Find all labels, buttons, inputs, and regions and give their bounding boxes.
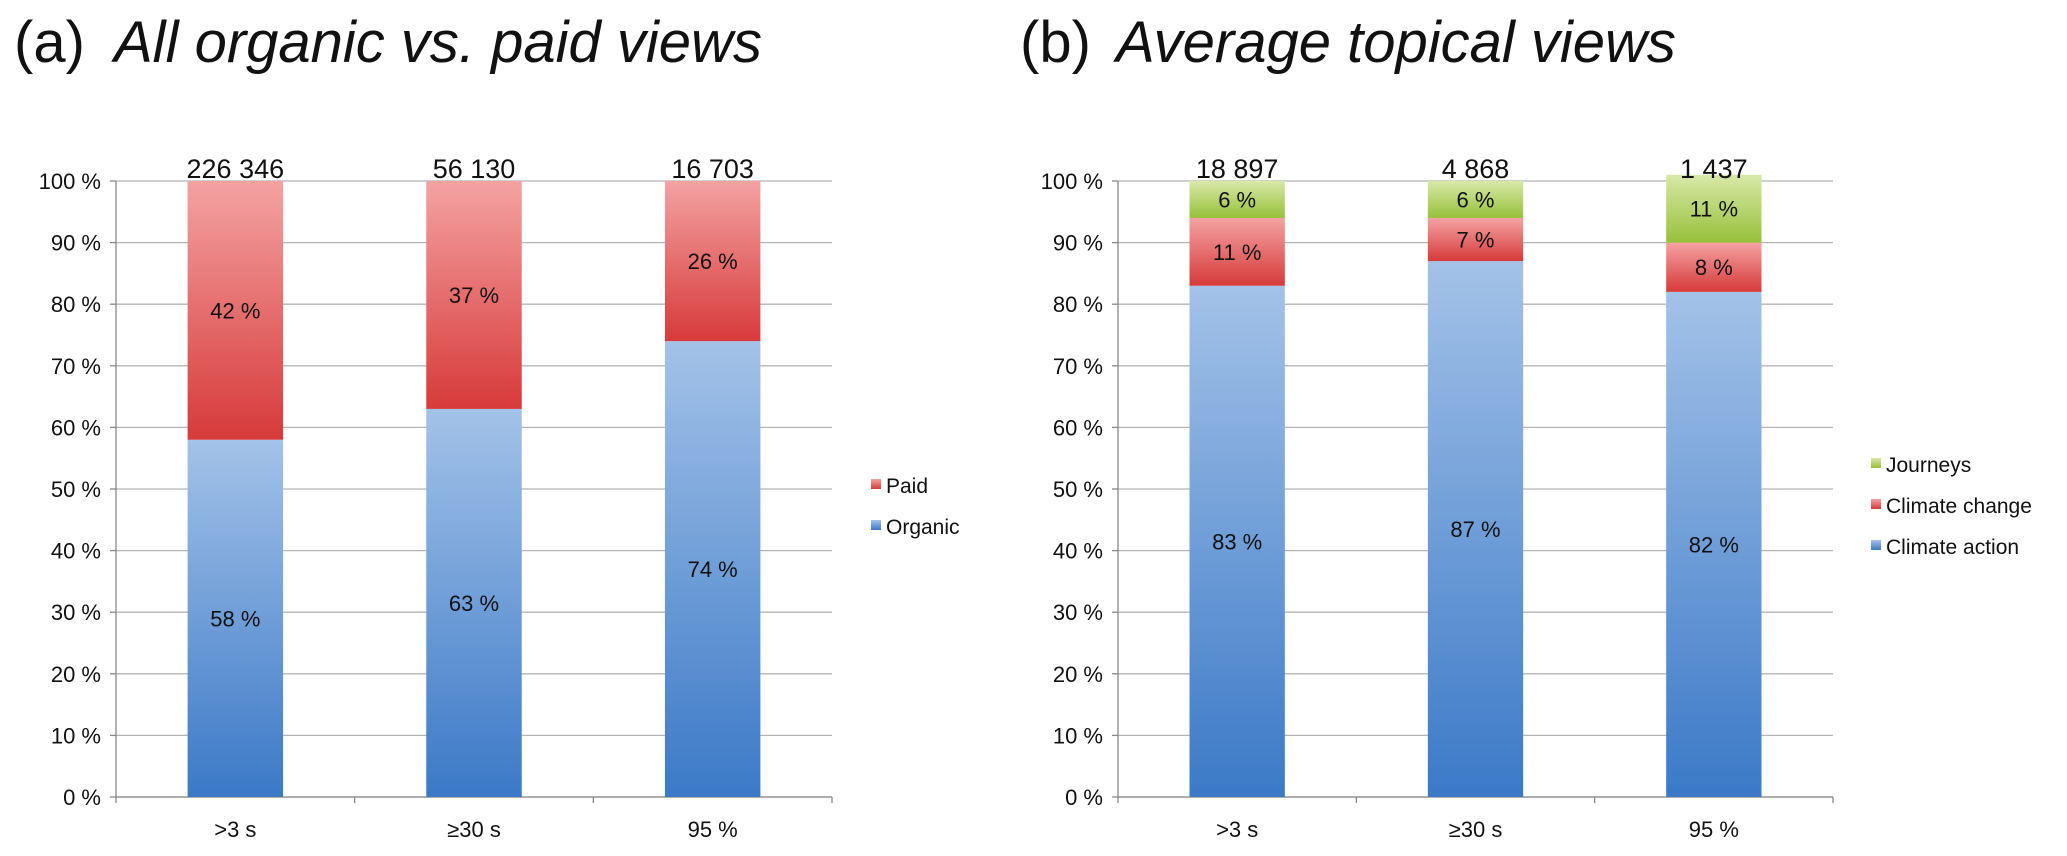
chart-a-data-label: 74 %	[688, 557, 738, 582]
legend-swatch-climate-action	[1871, 540, 1881, 550]
chart-a-xtick-label: >3 s	[214, 817, 256, 842]
chart-b-ytick-label: 0 %	[1065, 785, 1103, 810]
chart-a-total-label: 16 703	[671, 154, 754, 184]
chart-b-data-label: 8 %	[1695, 255, 1733, 280]
chart-a-total-label: 56 130	[433, 154, 516, 184]
chart-a-ytick-label: 40 %	[51, 539, 101, 564]
chart-a-title: All organic vs. paid views	[111, 10, 762, 75]
chart-b-ytick-label: 100 %	[1041, 169, 1103, 194]
chart-a: (a) All organic vs. paid views 0 % 10 % 20…	[14, 10, 960, 842]
chart-b-legend: Journeys Climate change Climate action	[1871, 454, 2032, 559]
chart-a-bar-organic	[187, 439, 284, 797]
chart-a-data-label: 37 %	[449, 283, 499, 308]
chart-a-ytick-label: 90 %	[51, 231, 101, 256]
chart-b-plot-area: 0 % 10 % 20 % 30 % 40 % 50 % 60 % 70 % 80 % 90 % 1…	[1041, 154, 1834, 842]
chart-b-ytick-label: 20 %	[1053, 662, 1103, 687]
chart-b-data-label: 87 %	[1450, 517, 1500, 542]
legend-label-paid: Paid	[886, 475, 928, 498]
legend-swatch-climate-change	[1871, 499, 1881, 509]
legend-swatch-paid	[871, 479, 881, 489]
chart-a-title-prefix: (a)	[14, 10, 85, 75]
chart-b-bar-journeys	[1427, 181, 1524, 218]
legend-swatch-organic	[871, 520, 881, 530]
chart-b-ytick-label: 70 %	[1053, 354, 1103, 379]
chart-b-data-label: 82 %	[1689, 532, 1739, 557]
chart-a-ytick-label: 30 %	[51, 600, 101, 625]
chart-a-data-label: 42 %	[210, 298, 260, 323]
chart-b-data-label: 6 %	[1457, 187, 1495, 212]
chart-a-data-label: 58 %	[210, 606, 260, 631]
legend-label-climate-action: Climate action	[1886, 536, 2019, 559]
chart-b-ytick-label: 10 %	[1053, 723, 1103, 748]
chart-b-data-label: 7 %	[1457, 228, 1495, 253]
chart-b-total-label: 18 897	[1196, 154, 1279, 184]
chart-a-bar-organic	[664, 341, 761, 797]
chart-b-xtick-label: >3 s	[1216, 817, 1258, 842]
chart-b-ytick-label: 60 %	[1053, 415, 1103, 440]
chart-b-xtick-label: 95 %	[1689, 817, 1739, 842]
chart-a-xtick-label: ≥30 s	[447, 817, 501, 842]
chart-a-ytick-label: 80 %	[51, 292, 101, 317]
legend-label-organic: Organic	[886, 516, 960, 539]
chart-a-ytick-label: 10 %	[51, 723, 101, 748]
chart-b-bar-climate-action	[1666, 291, 1762, 797]
chart-b-bar-climate-change	[1427, 217, 1524, 262]
chart-b: (b) Average topical views 0 % 10 % 20 % 30 …	[1020, 10, 2032, 842]
chart-b-bar-climate-change	[1189, 217, 1285, 286]
chart-b-bar-climate-action	[1427, 261, 1524, 798]
chart-b-xtick-label: ≥30 s	[1449, 817, 1503, 842]
chart-a-ytick-label: 60 %	[51, 415, 101, 440]
chart-a-data-label: 26 %	[688, 249, 738, 274]
chart-b-bar-journeys	[1666, 174, 1762, 243]
chart-b-data-label: 6 %	[1218, 187, 1256, 212]
chart-a-ytick-label: 100 %	[39, 169, 101, 194]
chart-a-ytick-label: 0 %	[63, 785, 101, 810]
chart-b-title-prefix: (b)	[1020, 10, 1091, 75]
chart-b-total-label: 1 437	[1680, 154, 1748, 184]
chart-a-ytick-label: 70 %	[51, 354, 101, 379]
chart-a-bar-paid	[664, 181, 761, 342]
chart-b-bar-journeys	[1189, 181, 1285, 218]
chart-a-plot-area: 0 % 10 % 20 % 30 % 40 % 50 % 60 % 70 % 80 % 90 % 1…	[39, 154, 833, 842]
chart-a-ytick-label: 50 %	[51, 477, 101, 502]
chart-b-ytick-label: 90 %	[1053, 231, 1103, 256]
chart-a-data-label: 63 %	[449, 591, 499, 616]
chart-a-total-label: 226 346	[187, 154, 285, 184]
chart-b-ytick-label: 80 %	[1053, 292, 1103, 317]
chart-b-ytick-label: 50 %	[1053, 477, 1103, 502]
chart-b-total-label: 4 868	[1442, 154, 1510, 184]
chart-a-ytick-label: 20 %	[51, 662, 101, 687]
chart-b-data-label: 83 %	[1212, 529, 1262, 554]
legend-label-climate-change: Climate change	[1886, 495, 2032, 518]
chart-b-data-label: 11 %	[1213, 240, 1262, 265]
chart-b-bar-climate-action	[1189, 285, 1285, 797]
chart-b-title: Average topical views	[1113, 10, 1676, 75]
chart-b-ytick-label: 40 %	[1053, 539, 1103, 564]
chart-a-xtick-label: 95 %	[688, 817, 738, 842]
chart-a-bar-paid	[426, 181, 522, 409]
legend-label-journeys: Journeys	[1886, 454, 1971, 477]
chart-b-bar-climate-change	[1666, 242, 1762, 292]
chart-a-bar-organic	[426, 408, 522, 797]
legend-swatch-journeys	[1871, 458, 1881, 468]
chart-b-ytick-label: 30 %	[1053, 600, 1103, 625]
chart-b-data-label: 11 %	[1690, 197, 1739, 222]
chart-a-bar-paid	[187, 181, 284, 440]
chart-a-legend: Paid Organic	[871, 475, 960, 539]
